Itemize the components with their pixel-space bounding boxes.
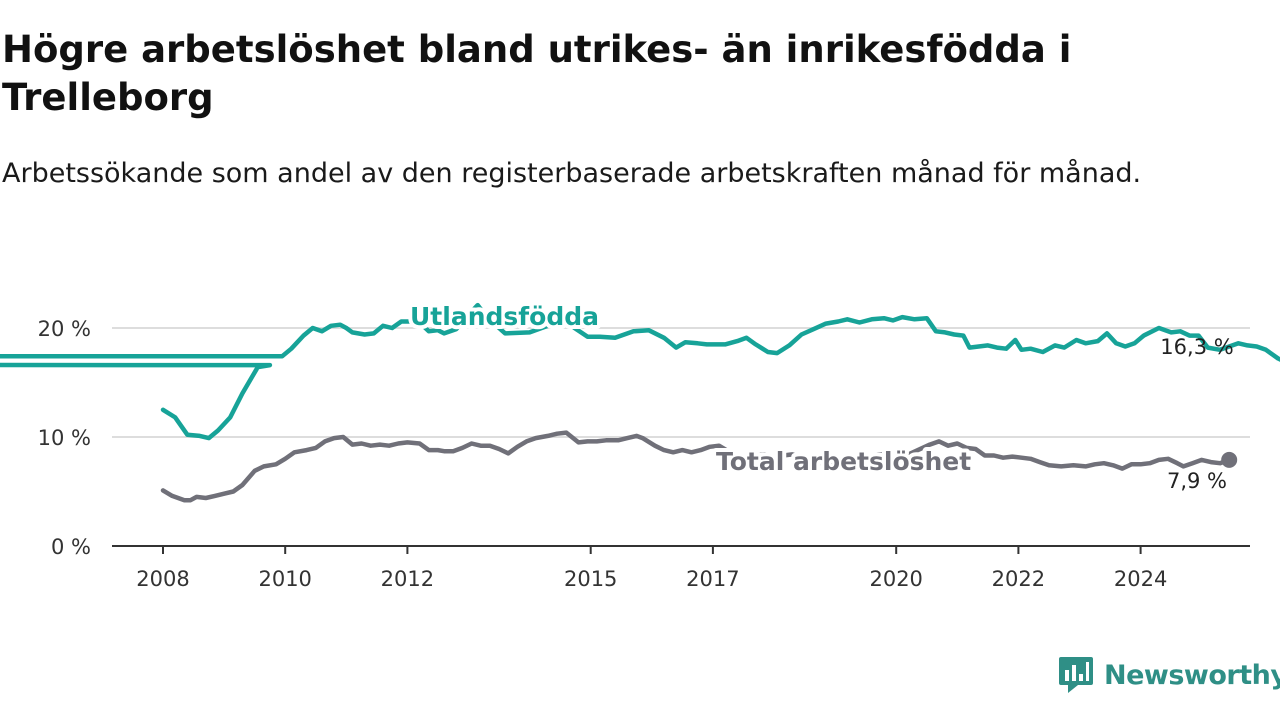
chart-subtitle: Arbetssökande som andel av den registerb… bbox=[2, 158, 1142, 189]
y-tick-label: 10 % bbox=[38, 426, 91, 450]
y-tick-label: 20 % bbox=[38, 317, 91, 341]
x-tick-label: 2012 bbox=[381, 567, 434, 591]
end-marker-total bbox=[1221, 451, 1238, 468]
x-tick-label: 2024 bbox=[1114, 567, 1167, 591]
x-tick-label: 2015 bbox=[564, 567, 617, 591]
series-label-total: Total arbetslöshet bbox=[716, 447, 971, 476]
x-tick-label: 2010 bbox=[258, 567, 311, 591]
end-label-utlandsfodda: 16,3 % bbox=[1160, 335, 1233, 359]
series-line-utlandsfodda bbox=[0, 302, 1280, 441]
end-label-total: 7,9 % bbox=[1167, 469, 1227, 493]
x-tick-label: 2022 bbox=[992, 567, 1045, 591]
series-labels: Utlandsfödda Total arbetslöshet 16,3 % 7… bbox=[406, 298, 1234, 493]
brand-name: Newsworthy bbox=[1104, 659, 1280, 691]
x-tick-label: 2008 bbox=[136, 567, 189, 591]
newsworthy-logo: Newsworthy bbox=[1058, 654, 1280, 696]
x-tick-label: 2020 bbox=[869, 567, 922, 591]
chart-title: Högre arbetslöshet bland utrikes- än inr… bbox=[2, 28, 1072, 119]
series-line-total bbox=[160, 430, 1232, 503]
newsworthy-logo-icon bbox=[1059, 657, 1093, 693]
gridlines bbox=[112, 327, 1250, 438]
series-lines bbox=[0, 302, 1280, 503]
series-label-utlandsfodda: Utlandsfödda bbox=[410, 302, 599, 331]
x-tick-label: 2017 bbox=[686, 567, 739, 591]
y-tick-label: 0 % bbox=[51, 535, 91, 559]
x-axis: 2008 2010 2012 2015 2017 2020 2022 2024 bbox=[112, 545, 1250, 591]
y-axis: 0 % 10 % 20 % bbox=[38, 317, 91, 559]
